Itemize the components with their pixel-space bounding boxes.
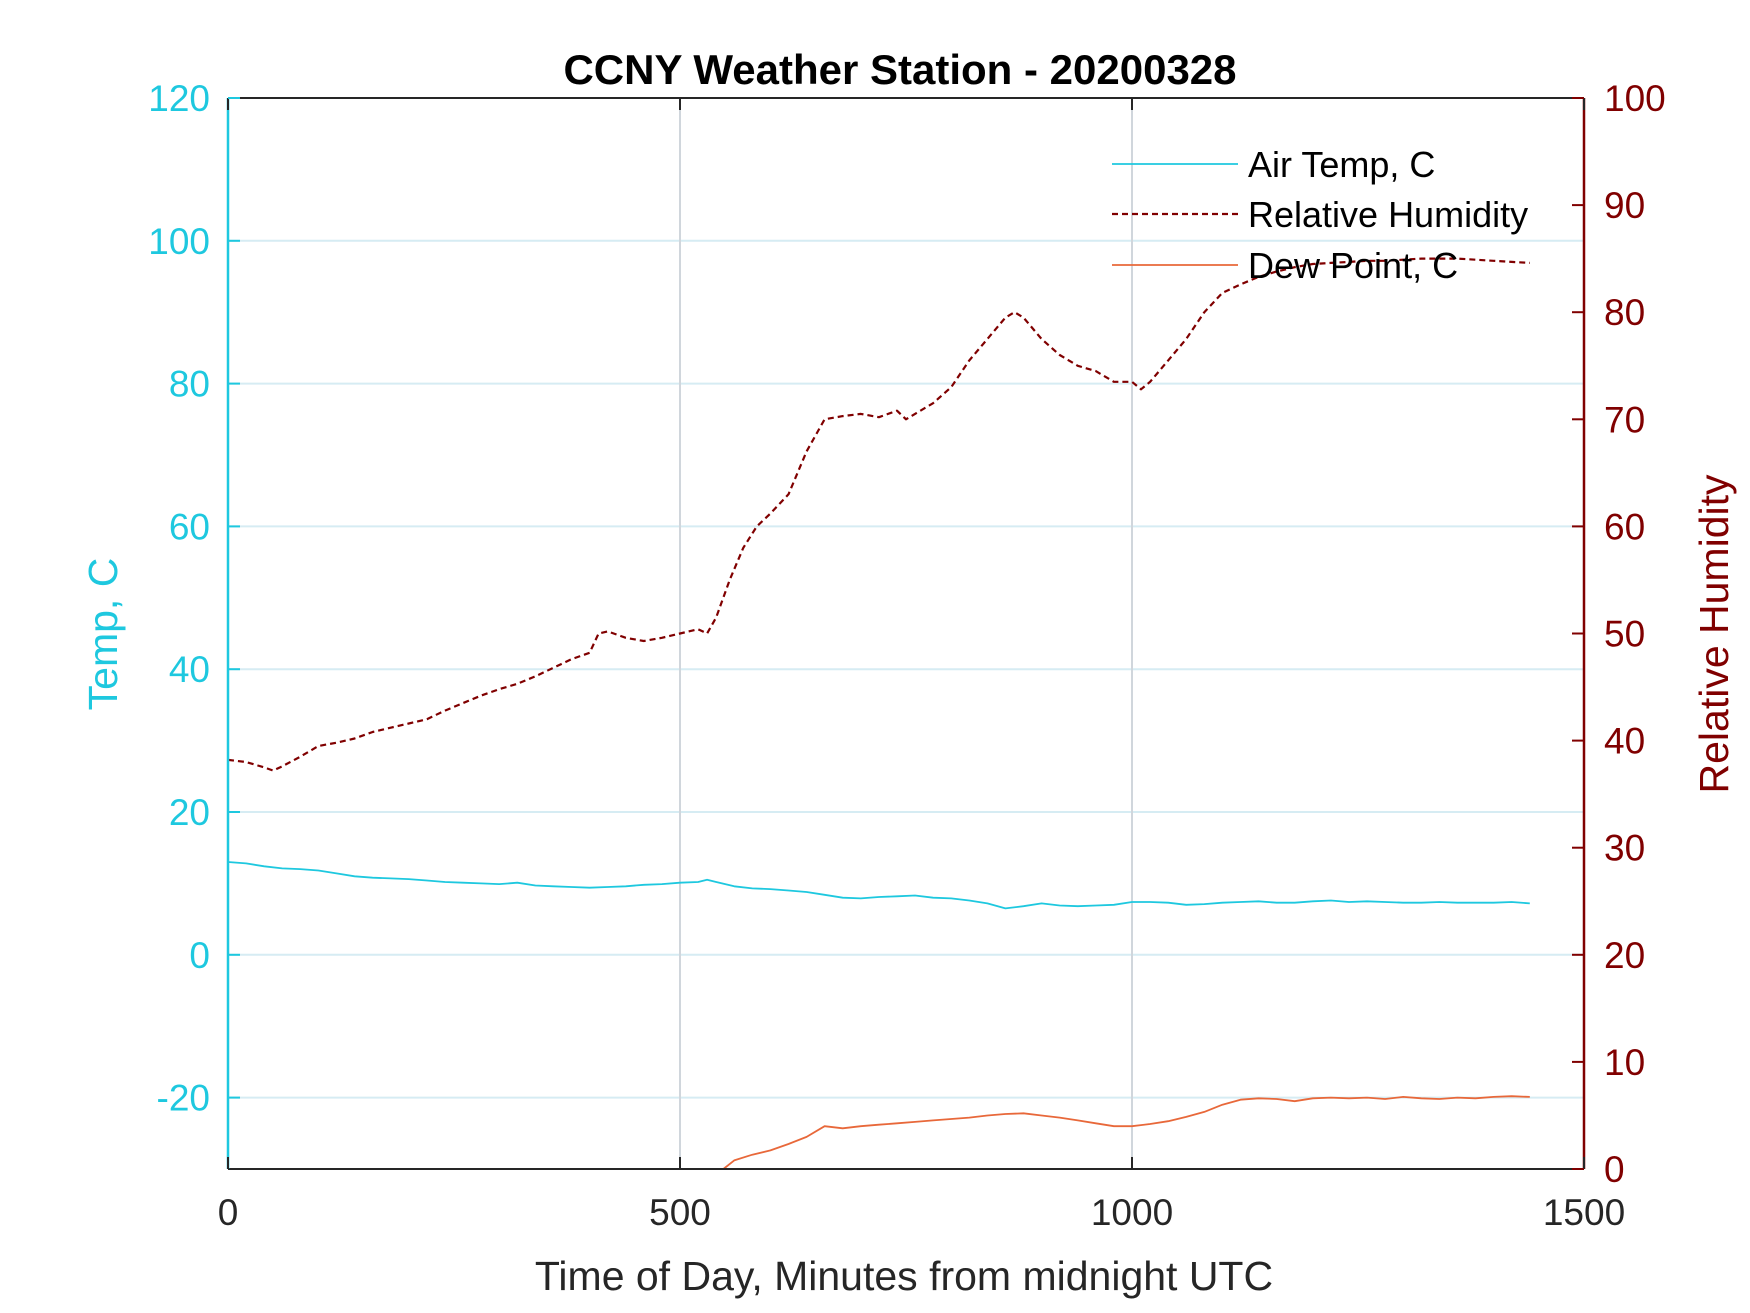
x-axis-label: Time of Day, Minutes from midnight UTC	[535, 1253, 1273, 1299]
y-right-tick-label: 10	[1604, 1042, 1645, 1083]
y-right-tick-label: 50	[1604, 614, 1645, 655]
y-axis-left-label: Temp, C	[80, 558, 126, 711]
legend-label-1: Relative Humidity	[1248, 194, 1528, 235]
y-right-tick-label: 90	[1604, 185, 1645, 226]
chart-title: CCNY Weather Station - 20200328	[563, 46, 1236, 93]
y-left-tick-label: -20	[157, 1078, 210, 1119]
series-line-2	[722, 1095, 1530, 1170]
y-left-tick-label: 120	[148, 78, 210, 119]
y-right-tick-label: 20	[1604, 935, 1645, 976]
ticks-layer: 0 500 1000 1500 -20 0 20 40 60 80 100 120 0 10 20 30 40 5…	[148, 78, 1665, 1233]
x-tick-label: 0	[218, 1192, 239, 1233]
x-tick-label: 1000	[1091, 1192, 1173, 1233]
y-left-tick-label: 40	[169, 649, 210, 690]
legend: Air Temp, C Relative Humidity Dew Point, C	[1112, 144, 1528, 286]
y-right-tick-label: 30	[1604, 828, 1645, 869]
y-right-tick-label: 0	[1604, 1149, 1625, 1190]
y-right-tick-label: 40	[1604, 721, 1645, 762]
x-tick-label: 500	[649, 1192, 711, 1233]
series-line-1	[227, 257, 1530, 772]
x-tick-label: 1500	[1543, 1192, 1625, 1233]
series-layer	[227, 257, 1530, 1170]
y-right-tick-label: 70	[1604, 399, 1645, 440]
y-right-tick-label: 100	[1604, 78, 1666, 119]
legend-label-0: Air Temp, C	[1248, 144, 1435, 185]
y-left-tick-label: 60	[169, 506, 210, 547]
y-left-tick-label: 80	[169, 364, 210, 405]
y-axis-right-label: Relative Humidity	[1691, 474, 1737, 793]
series-line-0	[227, 861, 1530, 910]
y-left-tick-label: 100	[148, 221, 210, 262]
y-left-tick-label: 0	[189, 935, 210, 976]
y-right-tick-label: 60	[1604, 506, 1645, 547]
y-left-tick-label: 20	[169, 792, 210, 833]
legend-label-2: Dew Point, C	[1248, 245, 1458, 286]
y-right-tick-label: 80	[1604, 292, 1645, 333]
